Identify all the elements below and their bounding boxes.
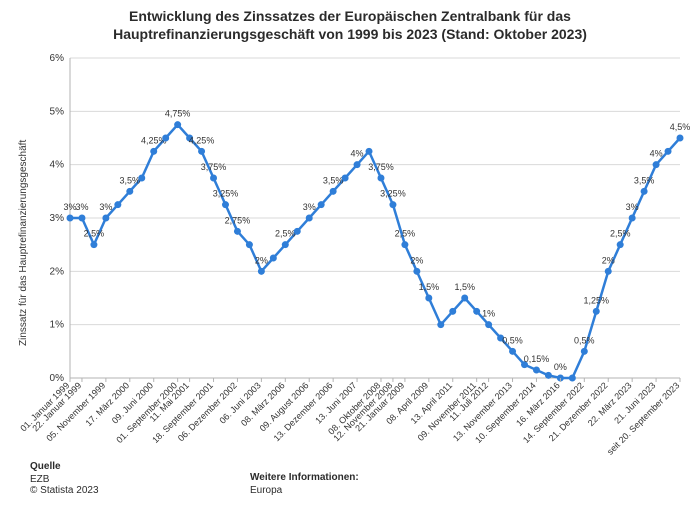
data-point bbox=[270, 255, 277, 262]
data-point bbox=[342, 175, 349, 182]
data-point bbox=[485, 321, 492, 328]
data-label: 3,25% bbox=[213, 189, 239, 199]
footer-more: Weitere Informationen: Europa bbox=[250, 472, 359, 496]
data-point bbox=[449, 308, 456, 315]
data-label: 1,5% bbox=[454, 282, 475, 292]
data-label: 0,15% bbox=[524, 354, 550, 364]
data-point bbox=[377, 175, 384, 182]
data-point bbox=[473, 308, 480, 315]
data-label: 0,5% bbox=[574, 335, 595, 345]
data-label: 3,25% bbox=[380, 189, 406, 199]
data-point bbox=[67, 215, 74, 222]
data-point bbox=[246, 241, 253, 248]
data-point bbox=[593, 308, 600, 315]
data-label: 1% bbox=[482, 309, 495, 319]
source-label: Quelle bbox=[30, 461, 99, 472]
data-point bbox=[138, 175, 145, 182]
data-point bbox=[389, 201, 396, 208]
data-label: 3% bbox=[626, 202, 639, 212]
data-point bbox=[102, 215, 109, 222]
data-label: 0% bbox=[554, 362, 567, 372]
footer-source: Quelle EZB © Statista 2023 bbox=[30, 461, 99, 496]
data-point bbox=[78, 215, 85, 222]
data-label: 1,5% bbox=[419, 282, 440, 292]
data-point bbox=[90, 241, 97, 248]
data-point bbox=[294, 228, 301, 235]
data-point bbox=[401, 241, 408, 248]
y-tick-label: 2% bbox=[50, 266, 65, 277]
data-label: 4,25% bbox=[189, 135, 215, 145]
data-point bbox=[437, 321, 444, 328]
data-point bbox=[533, 367, 540, 374]
data-label: 3,75% bbox=[368, 162, 394, 172]
data-label: 4,5% bbox=[670, 122, 691, 132]
data-label: 2% bbox=[255, 255, 268, 265]
data-point bbox=[330, 188, 337, 195]
data-point bbox=[210, 175, 217, 182]
data-point bbox=[545, 372, 552, 379]
data-label: 3,5% bbox=[634, 175, 655, 185]
data-point bbox=[150, 148, 157, 155]
data-point bbox=[318, 201, 325, 208]
data-label: 2% bbox=[410, 255, 423, 265]
data-label: 3% bbox=[99, 202, 112, 212]
data-label: 2,5% bbox=[84, 229, 105, 239]
chart-plot: 0%1%2%3%4%5%6%3%01. Januar 19993%22. Jan… bbox=[0, 0, 700, 506]
data-point bbox=[413, 268, 420, 275]
data-point bbox=[569, 375, 576, 382]
data-point bbox=[677, 135, 684, 142]
data-point bbox=[174, 121, 181, 128]
copyright: © Statista 2023 bbox=[30, 485, 99, 496]
y-tick-label: 6% bbox=[50, 53, 65, 64]
data-point bbox=[653, 161, 660, 168]
data-label: 4,75% bbox=[165, 109, 191, 119]
data-point bbox=[306, 215, 313, 222]
data-label: 4% bbox=[650, 149, 663, 159]
data-point bbox=[222, 201, 229, 208]
data-point bbox=[605, 268, 612, 275]
data-point bbox=[641, 188, 648, 195]
data-label: 2,5% bbox=[395, 229, 416, 239]
data-label: 2% bbox=[602, 255, 615, 265]
more-label: Weitere Informationen: bbox=[250, 472, 359, 483]
chart-container: Entwicklung des Zinssatzes der Europäisc… bbox=[0, 0, 700, 506]
data-label: 2,75% bbox=[225, 215, 251, 225]
data-label: 3,5% bbox=[323, 175, 344, 185]
y-tick-label: 4% bbox=[50, 160, 65, 171]
data-point bbox=[198, 148, 205, 155]
data-label: 3,5% bbox=[120, 175, 141, 185]
y-tick-label: 1% bbox=[50, 320, 65, 331]
data-point bbox=[425, 295, 432, 302]
data-point bbox=[162, 135, 169, 142]
data-point bbox=[354, 161, 361, 168]
data-point bbox=[581, 348, 588, 355]
data-point bbox=[126, 188, 133, 195]
data-point bbox=[629, 215, 636, 222]
source-value: EZB bbox=[30, 474, 99, 485]
data-point bbox=[282, 241, 289, 248]
data-label: 2,5% bbox=[275, 229, 296, 239]
data-label: 4% bbox=[351, 149, 364, 159]
y-tick-label: 3% bbox=[50, 213, 65, 224]
data-point bbox=[234, 228, 241, 235]
data-label: 0,5% bbox=[502, 335, 523, 345]
data-label: 3% bbox=[75, 202, 88, 212]
more-value: Europa bbox=[250, 485, 359, 496]
data-label: 3% bbox=[303, 202, 316, 212]
data-point bbox=[258, 268, 265, 275]
data-point bbox=[366, 148, 373, 155]
data-point bbox=[665, 148, 672, 155]
data-label: 2,5% bbox=[610, 229, 631, 239]
data-point bbox=[617, 241, 624, 248]
data-label: 3,75% bbox=[201, 162, 227, 172]
data-label: 1,25% bbox=[584, 295, 610, 305]
data-point bbox=[461, 295, 468, 302]
y-tick-label: 5% bbox=[50, 106, 65, 117]
data-point bbox=[509, 348, 516, 355]
data-point bbox=[114, 201, 121, 208]
